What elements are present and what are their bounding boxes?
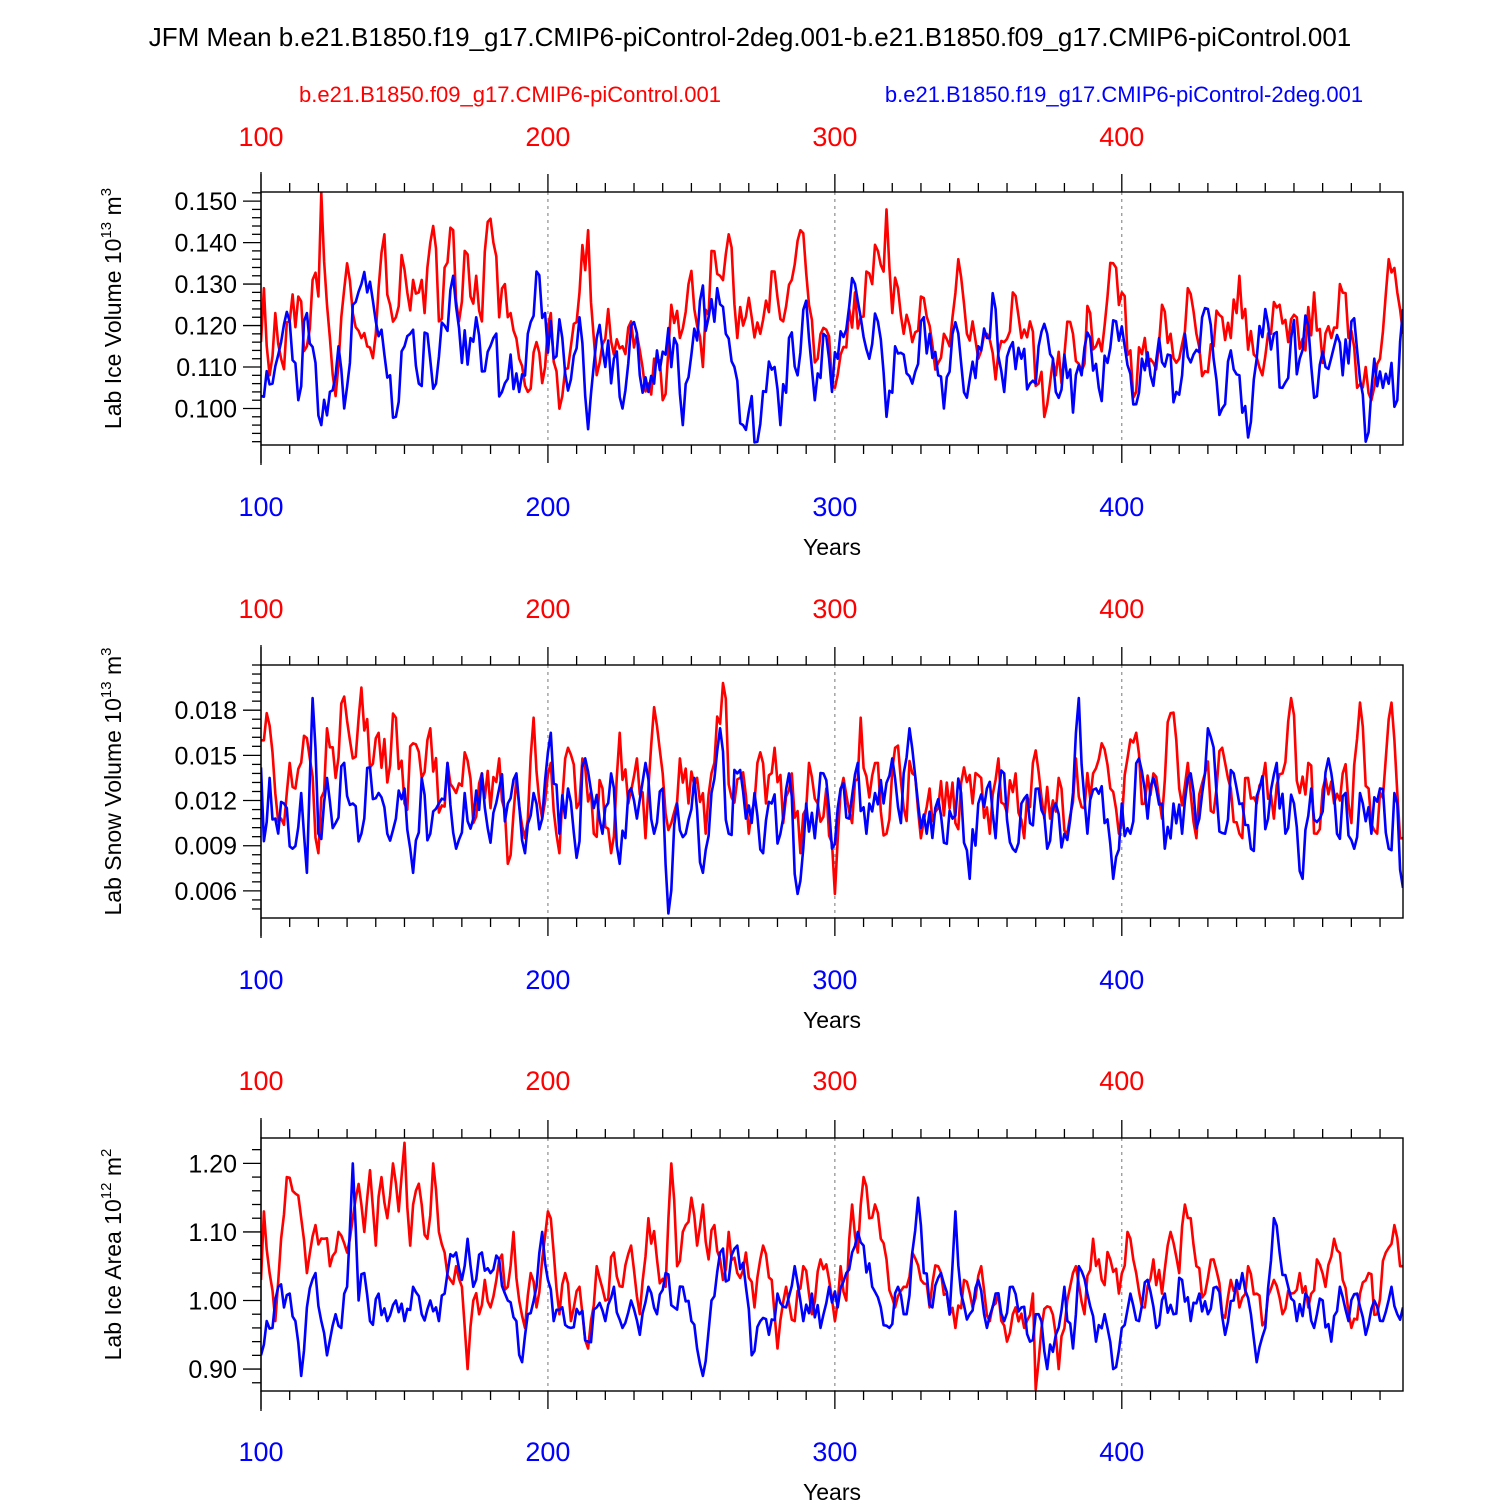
y-axis-label-unit-exponent: 2 bbox=[98, 1149, 115, 1157]
y-tick-label: 0.90 bbox=[188, 1356, 237, 1384]
y-tick-label: 1.20 bbox=[188, 1150, 237, 1178]
y-tick-label: 0.018 bbox=[174, 697, 237, 725]
series-line-blue bbox=[261, 270, 1403, 444]
x-tick-label-top: 200 bbox=[525, 594, 570, 624]
x-tick-label-top: 400 bbox=[1099, 1066, 1144, 1096]
x-tick-label-top: 100 bbox=[238, 594, 283, 624]
x-axis-label: Years bbox=[803, 1007, 861, 1033]
y-axis-label-main: Lab Ice Area 10 bbox=[100, 1199, 126, 1360]
legend-blue-label: b.e21.B1850.f19_g17.CMIP6-piControl-2deg… bbox=[885, 82, 1363, 107]
legend-red-label: b.e21.B1850.f09_g17.CMIP6-piControl.001 bbox=[299, 82, 721, 107]
x-tick-label-bottom: 200 bbox=[525, 965, 570, 995]
y-axis-label: Lab Snow Volume 1013 m3 bbox=[98, 648, 126, 916]
y-axis-label-unit: m bbox=[100, 1157, 126, 1183]
x-tick-label-bottom: 400 bbox=[1099, 1437, 1144, 1467]
y-tick-label: 0.140 bbox=[174, 230, 237, 258]
series-line-red bbox=[261, 1141, 1403, 1391]
x-tick-label-top: 300 bbox=[812, 122, 857, 152]
x-tick-label-bottom: 100 bbox=[238, 965, 283, 995]
y-tick-label: 0.012 bbox=[174, 788, 237, 816]
y-axis-label: Lab Ice Area 1012 m2 bbox=[98, 1149, 126, 1361]
panels-container: 0.100 0.110 0.120 0.130 0.140 0.150 100 100 200 2… bbox=[98, 122, 1404, 1500]
x-tick-label-top: 400 bbox=[1099, 122, 1144, 152]
series-line-blue bbox=[261, 1162, 1403, 1378]
x-axis-label: Years bbox=[803, 534, 861, 560]
panel-2: 0.006 0.009 0.012 0.015 0.018 100 100 200 200 300… bbox=[98, 594, 1404, 1033]
x-tick-label-top: 300 bbox=[812, 594, 857, 624]
panel-1: 0.100 0.110 0.120 0.130 0.140 0.150 100 100 200 2… bbox=[98, 122, 1404, 560]
x-tick-label-bottom: 400 bbox=[1099, 965, 1144, 995]
x-tick-label-bottom: 200 bbox=[525, 492, 570, 522]
y-tick-label: 0.120 bbox=[174, 313, 237, 341]
x-tick-label-bottom: 400 bbox=[1099, 492, 1144, 522]
x-tick-label-bottom: 100 bbox=[238, 1437, 283, 1467]
y-axis-label: Lab Ice Volume 1013 m3 bbox=[98, 188, 126, 429]
y-axis-label-main: Lab Snow Volume 10 bbox=[100, 698, 126, 915]
y-axis-label-main: Lab Ice Volume 10 bbox=[100, 239, 126, 430]
x-tick-label-top: 200 bbox=[525, 1066, 570, 1096]
y-tick-label: 0.130 bbox=[174, 271, 237, 299]
x-tick-label-top: 400 bbox=[1099, 594, 1144, 624]
y-tick-label: 1.10 bbox=[188, 1219, 237, 1247]
y-tick-label: 0.006 bbox=[174, 878, 237, 906]
x-tick-label-bottom: 200 bbox=[525, 1437, 570, 1467]
x-tick-label-top: 200 bbox=[525, 122, 570, 152]
panel-3: 0.90 1.00 1.10 1.20 100 100 200 200 300 300 400 400… bbox=[98, 1066, 1404, 1500]
y-axis-label-unit-exponent: 3 bbox=[98, 648, 115, 656]
y-tick-label: 0.150 bbox=[174, 188, 237, 216]
y-tick-label: 0.009 bbox=[174, 833, 237, 861]
x-axis-label: Years bbox=[803, 1479, 861, 1500]
y-tick-label: 0.100 bbox=[174, 396, 237, 424]
y-axis-label-exponent: 12 bbox=[98, 1183, 115, 1200]
series-line-blue bbox=[261, 696, 1403, 915]
chart-title: JFM Mean b.e21.B1850.f19_g17.CMIP6-piCon… bbox=[149, 22, 1352, 52]
x-tick-label-bottom: 100 bbox=[238, 492, 283, 522]
x-tick-label-top: 100 bbox=[238, 1066, 283, 1096]
x-tick-label-top: 300 bbox=[812, 1066, 857, 1096]
x-tick-label-bottom: 300 bbox=[812, 492, 857, 522]
x-tick-label-bottom: 300 bbox=[812, 965, 857, 995]
x-tick-label-bottom: 300 bbox=[812, 1437, 857, 1467]
y-axis-label-unit: m bbox=[100, 656, 126, 682]
y-tick-label: 1.00 bbox=[188, 1287, 237, 1315]
series-line-red bbox=[261, 681, 1403, 896]
y-axis-label-exponent: 13 bbox=[98, 222, 115, 239]
x-tick-label-top: 100 bbox=[238, 122, 283, 152]
y-axis-label-unit-exponent: 3 bbox=[98, 188, 115, 196]
y-tick-label: 0.015 bbox=[174, 742, 237, 770]
y-axis-label-unit: m bbox=[100, 196, 126, 222]
y-tick-label: 0.110 bbox=[176, 354, 237, 382]
y-axis-label-exponent: 13 bbox=[98, 681, 115, 698]
